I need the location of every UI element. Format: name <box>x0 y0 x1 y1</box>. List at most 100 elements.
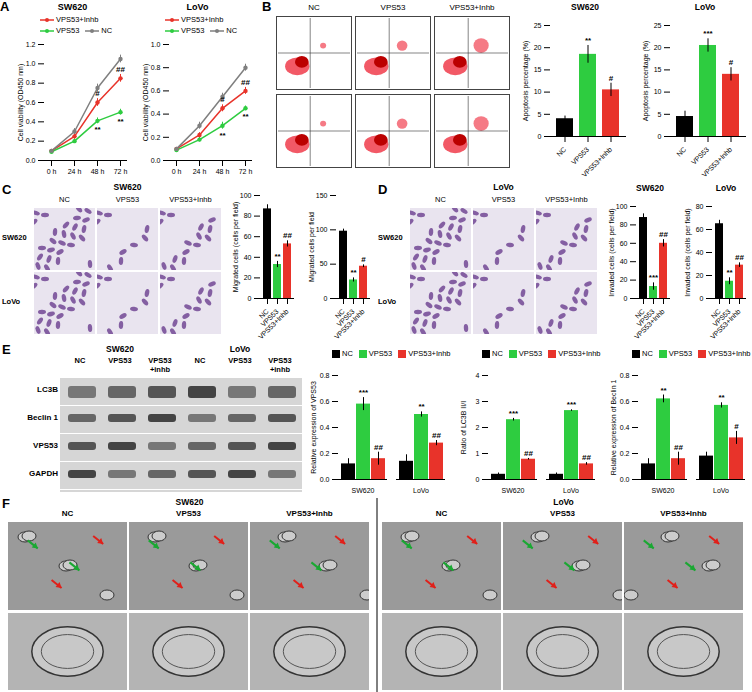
svg-text:VPS53: VPS53 <box>690 146 710 166</box>
svg-text:0: 0 <box>538 133 542 140</box>
svg-text:0.8: 0.8 <box>26 79 36 86</box>
svg-text:1.0: 1.0 <box>26 60 36 67</box>
svg-text:##: ## <box>432 431 441 440</box>
svg-text:0.2: 0.2 <box>620 450 630 457</box>
svg-text:Ratio of LC3B II/I: Ratio of LC3B II/I <box>460 401 467 454</box>
svg-text:100: 100 <box>616 203 628 210</box>
svg-text:0: 0 <box>624 295 628 302</box>
svg-text:0.2: 0.2 <box>26 137 36 144</box>
svg-text:##: ## <box>241 78 250 87</box>
svg-text:**: ** <box>242 112 249 121</box>
svg-text:VPS53: VPS53 <box>570 146 590 166</box>
svg-text:0.8: 0.8 <box>320 372 330 379</box>
svg-text:0.4: 0.4 <box>620 424 630 431</box>
svg-text:##: ## <box>116 65 125 74</box>
svg-text:Cell viability (OD450 nm): Cell viability (OD450 nm) <box>17 64 25 141</box>
svg-text:1: 1 <box>476 450 480 457</box>
svg-text:**: ** <box>418 402 425 411</box>
svg-text:##: ## <box>524 449 533 458</box>
svg-text:##: ## <box>674 443 683 452</box>
svg-text:0: 0 <box>658 133 662 140</box>
svg-text:Invaded cells (cells per field: Invaded cells (cells per field) <box>608 208 616 296</box>
svg-text:#: # <box>729 58 734 67</box>
svg-text:***: *** <box>649 273 659 282</box>
svg-text:0.0: 0.0 <box>151 157 161 164</box>
svg-text:0: 0 <box>700 295 704 302</box>
svg-text:20: 20 <box>620 276 628 283</box>
svg-text:0.0: 0.0 <box>620 476 630 483</box>
svg-text:24 h: 24 h <box>68 168 82 175</box>
svg-text:***: *** <box>509 409 519 418</box>
svg-text:Cell viability (OD450 nm): Cell viability (OD450 nm) <box>142 64 150 141</box>
svg-text:0: 0 <box>324 295 328 302</box>
svg-text:1.0: 1.0 <box>151 41 161 48</box>
svg-text:0.8: 0.8 <box>151 64 161 71</box>
svg-text:60: 60 <box>696 226 704 233</box>
svg-text:24 h: 24 h <box>193 168 207 175</box>
svg-text:0.2: 0.2 <box>320 450 330 457</box>
svg-text:0.8: 0.8 <box>620 372 630 379</box>
svg-text:#: # <box>361 255 366 264</box>
svg-text:0 h: 0 h <box>172 168 182 175</box>
svg-text:4: 4 <box>476 372 480 379</box>
svg-text:Invaded cells (cells per field: Invaded cells (cells per field) <box>684 208 692 296</box>
svg-text:**: ** <box>350 268 357 277</box>
svg-text:VPS53+Inhb: VPS53+Inhb <box>700 146 733 179</box>
svg-text:**: ** <box>660 386 667 395</box>
svg-text:LoVo: LoVo <box>563 487 579 494</box>
svg-text:0: 0 <box>248 295 252 302</box>
svg-text:#: # <box>734 422 739 431</box>
svg-text:60: 60 <box>244 233 252 240</box>
svg-text:***: *** <box>703 29 713 38</box>
svg-text:**: ** <box>117 117 124 126</box>
svg-text:80: 80 <box>620 221 628 228</box>
svg-text:Relative expression of VPS53: Relative expression of VPS53 <box>310 381 318 474</box>
svg-text:Migrated cells per field: Migrated cells per field <box>308 212 316 282</box>
svg-text:0.4: 0.4 <box>151 110 161 117</box>
svg-text:15: 15 <box>534 66 542 73</box>
svg-text:0 h: 0 h <box>47 168 57 175</box>
svg-text:20: 20 <box>244 274 252 281</box>
svg-text:NC: NC <box>555 146 567 158</box>
svg-text:5: 5 <box>658 111 662 118</box>
svg-text:0.4: 0.4 <box>320 424 330 431</box>
svg-text:0.6: 0.6 <box>26 99 36 106</box>
svg-text:**: ** <box>718 393 725 402</box>
svg-text:##: ## <box>283 231 292 240</box>
svg-text:2: 2 <box>476 424 480 431</box>
svg-text:20: 20 <box>696 272 704 279</box>
svg-text:**: ** <box>274 252 281 261</box>
svg-text:40: 40 <box>244 254 252 261</box>
svg-text:VPS53+Inhb: VPS53+Inhb <box>580 146 613 179</box>
svg-text:##: ## <box>582 453 591 462</box>
svg-text:15: 15 <box>654 66 662 73</box>
svg-text:VPS53+Inhb: VPS53+Inhb <box>257 308 290 341</box>
svg-text:#: # <box>95 89 100 98</box>
svg-text:0: 0 <box>476 476 480 483</box>
svg-text:48 h: 48 h <box>91 168 105 175</box>
svg-text:72 h: 72 h <box>114 168 128 175</box>
svg-text:50: 50 <box>320 260 328 267</box>
svg-text:80: 80 <box>696 203 704 210</box>
svg-text:20: 20 <box>534 44 542 51</box>
svg-text:***: *** <box>359 388 369 397</box>
svg-text:***: *** <box>567 400 577 409</box>
svg-text:48 h: 48 h <box>216 168 230 175</box>
svg-text:LoVo: LoVo <box>713 487 729 494</box>
svg-text:20: 20 <box>654 44 662 51</box>
svg-text:NC: NC <box>675 146 687 158</box>
svg-text:**: ** <box>219 131 226 140</box>
svg-text:72 h: 72 h <box>239 168 253 175</box>
svg-text:**: ** <box>726 268 733 277</box>
svg-text:LoVo: LoVo <box>413 487 429 494</box>
svg-text:Apoptosis percentage (%): Apoptosis percentage (%) <box>642 41 650 122</box>
svg-text:3: 3 <box>476 398 480 405</box>
svg-text:10: 10 <box>534 88 542 95</box>
svg-text:##: ## <box>374 443 383 452</box>
svg-text:0.2: 0.2 <box>151 134 161 141</box>
svg-text:0.0: 0.0 <box>26 157 36 164</box>
svg-text:##: ## <box>735 253 744 262</box>
svg-text:150: 150 <box>316 192 328 199</box>
svg-text:##: ## <box>659 230 668 239</box>
svg-text:#: # <box>609 74 614 83</box>
